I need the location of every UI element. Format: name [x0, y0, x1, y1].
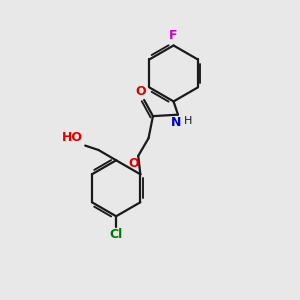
Text: HO: HO [62, 131, 83, 144]
Text: O: O [128, 158, 139, 170]
Text: N: N [171, 116, 182, 129]
Text: F: F [169, 29, 178, 42]
Text: H: H [184, 116, 193, 126]
Text: O: O [135, 85, 146, 98]
Text: Cl: Cl [110, 228, 123, 241]
